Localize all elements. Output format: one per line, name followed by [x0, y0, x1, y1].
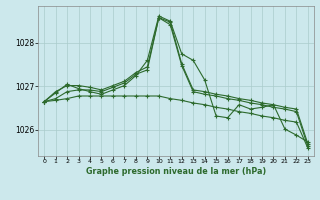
X-axis label: Graphe pression niveau de la mer (hPa): Graphe pression niveau de la mer (hPa)	[86, 167, 266, 176]
